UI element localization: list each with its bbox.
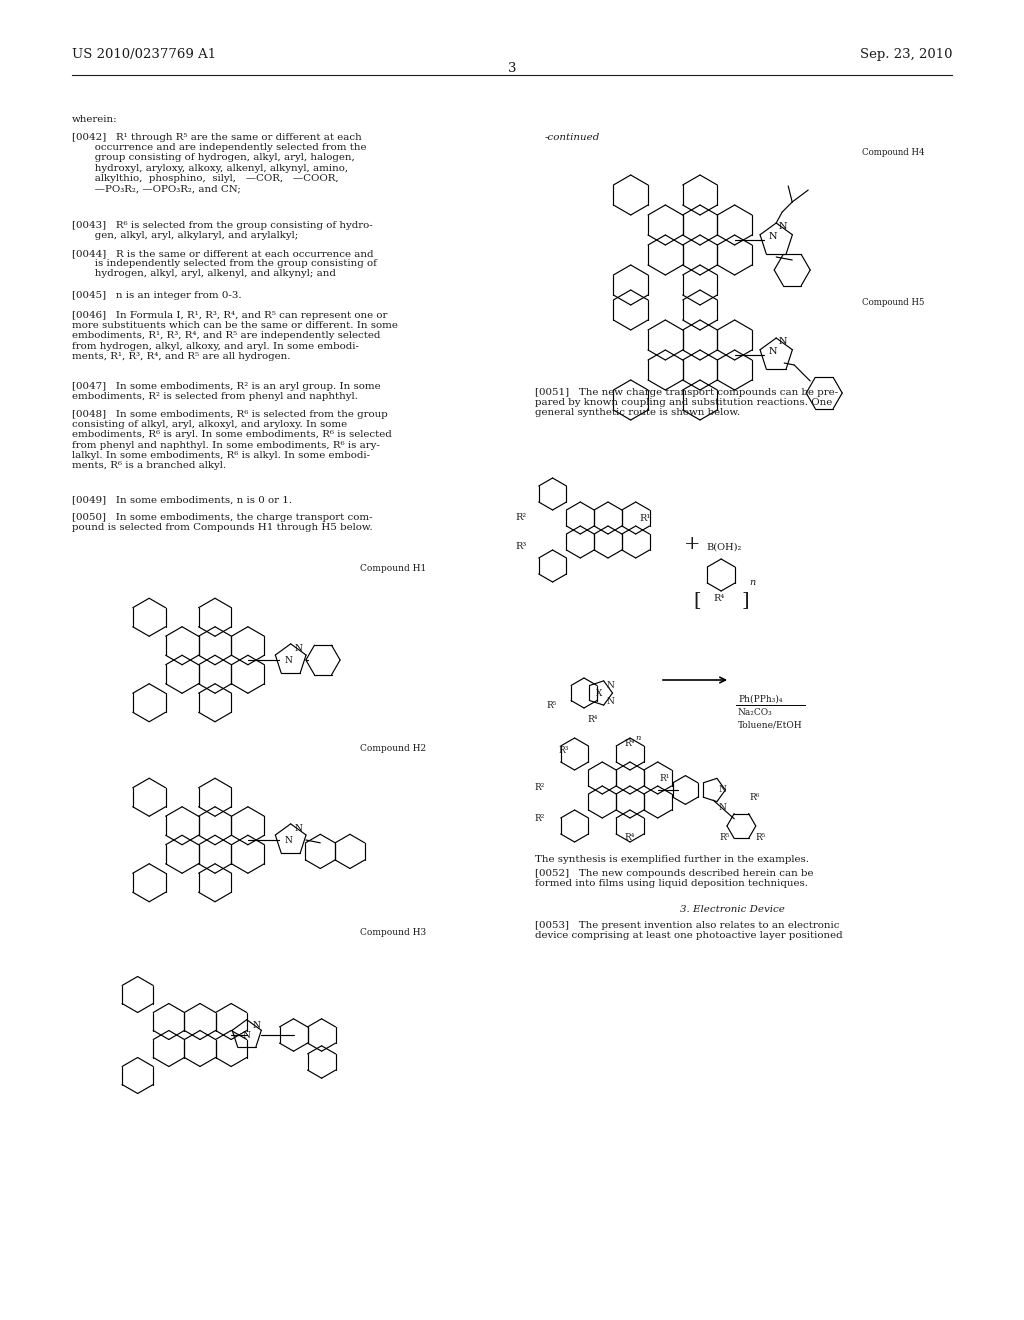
Text: Compound H2: Compound H2 <box>360 744 426 752</box>
Text: N: N <box>285 656 293 665</box>
Text: R⁴: R⁴ <box>625 739 635 748</box>
Text: ments, R⁶ is a branched alkyl.: ments, R⁶ is a branched alkyl. <box>72 461 226 470</box>
Text: N: N <box>295 644 302 653</box>
Text: N: N <box>778 222 786 231</box>
Text: N: N <box>768 232 777 242</box>
Text: Ph(PPh₃)₄: Ph(PPh₃)₄ <box>738 696 782 704</box>
Text: R²: R² <box>535 814 545 822</box>
Text: consisting of alkyl, aryl, alkoxyl, and aryloxy. In some: consisting of alkyl, aryl, alkoxyl, and … <box>72 420 347 429</box>
Text: [: [ <box>693 591 700 609</box>
Text: R⁵: R⁵ <box>547 701 557 710</box>
Text: +: + <box>683 535 700 553</box>
Text: R¹: R¹ <box>659 774 670 783</box>
Text: [0049]   In some embodiments, n is 0 or 1.: [0049] In some embodiments, n is 0 or 1. <box>72 495 292 504</box>
Text: [0052]   The new compounds described herein can be: [0052] The new compounds described herei… <box>535 869 813 878</box>
Text: Compound H3: Compound H3 <box>360 928 426 937</box>
Text: embodiments, R⁶ is aryl. In some embodiments, R⁶ is selected: embodiments, R⁶ is aryl. In some embodim… <box>72 430 392 440</box>
Text: N: N <box>719 803 727 812</box>
Text: B(OH)₂: B(OH)₂ <box>707 543 741 552</box>
Text: R³: R³ <box>515 543 526 550</box>
Text: Compound H4: Compound H4 <box>862 148 925 157</box>
Text: 3: 3 <box>508 62 516 75</box>
Text: [0045]   n is an integer from 0-3.: [0045] n is an integer from 0-3. <box>72 290 242 300</box>
Text: N: N <box>778 337 786 346</box>
Text: —PO₃R₂, —OPO₃R₂, and CN;: —PO₃R₂, —OPO₃R₂, and CN; <box>72 183 241 193</box>
Text: more substituents which can be the same or different. In some: more substituents which can be the same … <box>72 321 398 330</box>
Text: [0044]   R is the same or different at each occurrence and: [0044] R is the same or different at eac… <box>72 249 374 257</box>
Text: alkylthio,  phosphino,  silyl,   —COR,   —COOR,: alkylthio, phosphino, silyl, —COR, —COOR… <box>72 174 339 183</box>
Text: [0047]   In some embodiments, R² is an aryl group. In some: [0047] In some embodiments, R² is an ary… <box>72 381 381 391</box>
Text: [0046]   In Formula I, R¹, R³, R⁴, and R⁵ can represent one or: [0046] In Formula I, R¹, R³, R⁴, and R⁵ … <box>72 312 387 319</box>
Text: formed into films using liquid deposition techniques.: formed into films using liquid depositio… <box>535 879 808 888</box>
Text: The synthesis is exemplified further in the examples.: The synthesis is exemplified further in … <box>535 855 809 865</box>
Text: n: n <box>636 734 641 742</box>
Text: is independently selected from the group consisting of: is independently selected from the group… <box>72 259 377 268</box>
Text: from hydrogen, alkyl, alkoxy, and aryl. In some embodi-: from hydrogen, alkyl, alkoxy, and aryl. … <box>72 342 359 351</box>
Text: N: N <box>295 824 302 833</box>
Text: X: X <box>596 689 602 697</box>
Text: N: N <box>719 785 727 795</box>
Text: Sep. 23, 2010: Sep. 23, 2010 <box>859 48 952 61</box>
Text: R³: R³ <box>558 746 569 755</box>
Text: N: N <box>285 836 293 845</box>
Text: N: N <box>243 1031 251 1040</box>
Text: [0051]   The new charge transport compounds can be pre-: [0051] The new charge transport compound… <box>535 388 838 397</box>
Text: N: N <box>768 347 777 356</box>
Text: Compound H5: Compound H5 <box>862 298 925 308</box>
Text: n: n <box>750 578 756 587</box>
Text: N: N <box>253 1020 261 1030</box>
Text: embodiments, R¹, R³, R⁴, and R⁵ are independently selected: embodiments, R¹, R³, R⁴, and R⁵ are inde… <box>72 331 380 341</box>
Text: occurrence and are independently selected from the: occurrence and are independently selecte… <box>72 143 367 152</box>
Text: pound is selected from Compounds H1 through H5 below.: pound is selected from Compounds H1 thro… <box>72 523 373 532</box>
Text: device comprising at least one photoactive layer positioned: device comprising at least one photoacti… <box>535 931 843 940</box>
Text: R⁴: R⁴ <box>587 715 597 725</box>
Text: N: N <box>606 681 614 690</box>
Text: [0043]   R⁶ is selected from the group consisting of hydro-: [0043] R⁶ is selected from the group con… <box>72 220 373 230</box>
Text: [0050]   In some embodiments, the charge transport com-: [0050] In some embodiments, the charge t… <box>72 513 373 521</box>
Text: group consisting of hydrogen, alkyl, aryl, halogen,: group consisting of hydrogen, alkyl, ary… <box>72 153 354 162</box>
Text: R⁶: R⁶ <box>750 793 760 803</box>
Text: Toluene/EtOH: Toluene/EtOH <box>738 719 803 729</box>
Text: ments, R¹, R³, R⁴, and R⁵ are all hydrogen.: ments, R¹, R³, R⁴, and R⁵ are all hydrog… <box>72 352 291 360</box>
Text: pared by known coupling and substitution reactions. One: pared by known coupling and substitution… <box>535 399 833 407</box>
Text: R⁴: R⁴ <box>713 594 724 603</box>
Text: [0042]   R¹ through R⁵ are the same or different at each: [0042] R¹ through R⁵ are the same or dif… <box>72 133 361 143</box>
Text: hydrogen, alkyl, aryl, alkenyl, and alkynyl; and: hydrogen, alkyl, aryl, alkenyl, and alky… <box>72 269 336 279</box>
Text: embodiments, R² is selected from phenyl and naphthyl.: embodiments, R² is selected from phenyl … <box>72 392 357 401</box>
Text: [0053]   The present invention also relates to an electronic: [0053] The present invention also relate… <box>535 921 840 931</box>
Text: general synthetic route is shown below.: general synthetic route is shown below. <box>535 408 740 417</box>
Text: N: N <box>606 697 614 706</box>
Text: R⁵: R⁵ <box>720 833 730 842</box>
Text: gen, alkyl, aryl, alkylaryl, and arylalkyl;: gen, alkyl, aryl, alkylaryl, and arylalk… <box>72 231 298 240</box>
Text: [0048]   In some embodiments, R⁶ is selected from the group: [0048] In some embodiments, R⁶ is select… <box>72 411 388 418</box>
Text: hydroxyl, aryloxy, alkoxy, alkenyl, alkynyl, amino,: hydroxyl, aryloxy, alkoxy, alkenyl, alky… <box>72 164 348 173</box>
Text: from phenyl and naphthyl. In some embodiments, R⁶ is ary-: from phenyl and naphthyl. In some embodi… <box>72 441 380 450</box>
Text: Na₂CO₃: Na₂CO₃ <box>738 708 773 717</box>
Text: Compound H1: Compound H1 <box>360 564 426 573</box>
Text: R¹: R¹ <box>640 513 651 523</box>
Text: R⁴: R⁴ <box>625 833 635 842</box>
Text: lalkyl. In some embodiments, R⁶ is alkyl. In some embodi-: lalkyl. In some embodiments, R⁶ is alkyl… <box>72 451 370 459</box>
Text: ]: ] <box>741 591 749 609</box>
Text: R⁵: R⁵ <box>756 833 766 842</box>
Text: wherein:: wherein: <box>72 115 118 124</box>
Text: 3. Electronic Device: 3. Electronic Device <box>680 906 784 913</box>
Text: R²: R² <box>515 513 526 521</box>
Text: US 2010/0237769 A1: US 2010/0237769 A1 <box>72 48 216 61</box>
Text: R²: R² <box>535 783 545 792</box>
Text: -continued: -continued <box>545 133 600 143</box>
